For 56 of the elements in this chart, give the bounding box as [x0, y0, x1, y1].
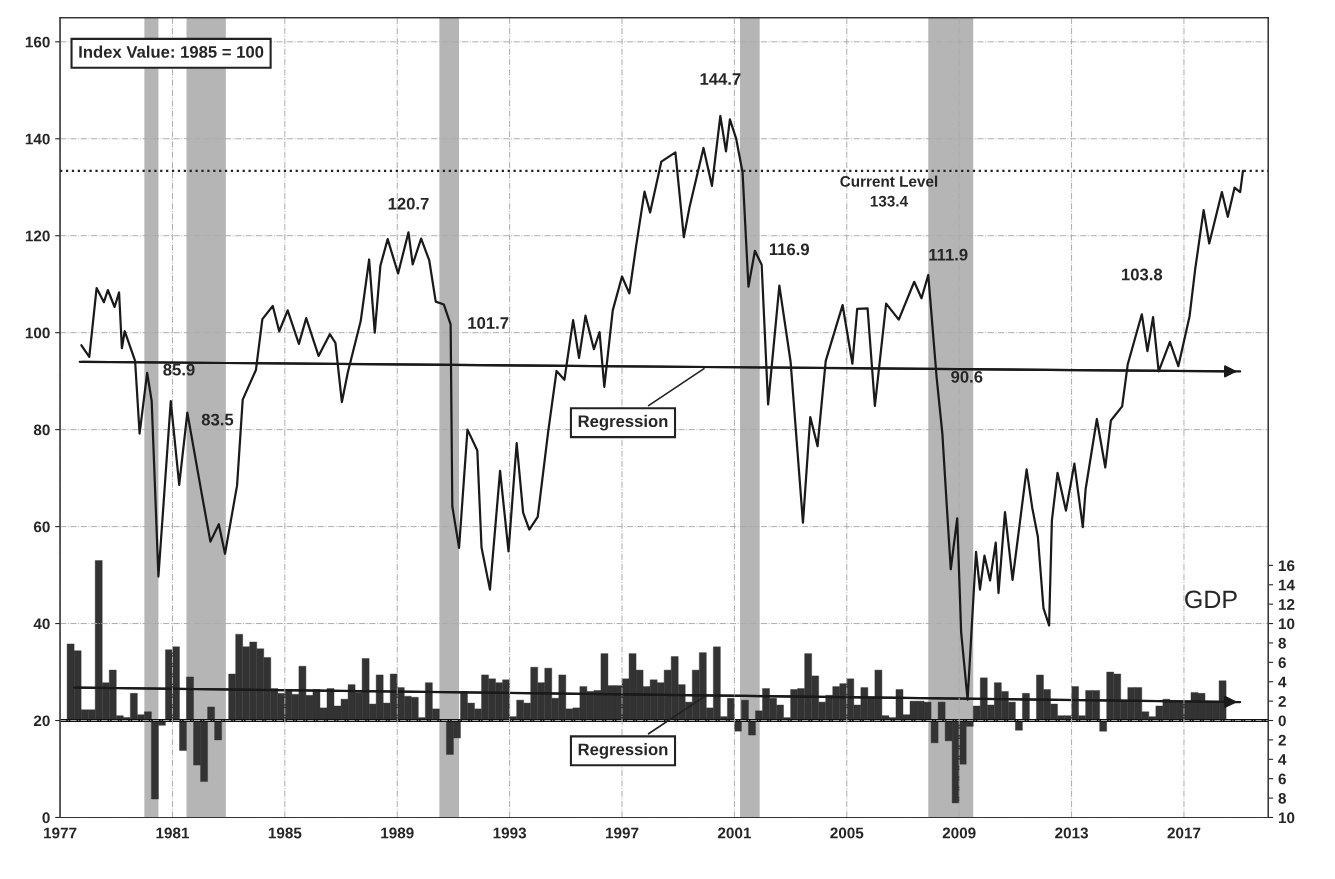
x-tick-label: 1993 [493, 827, 527, 839]
y2-tick-label: 12 [1278, 599, 1295, 610]
y2-tick-label: 6 [1278, 657, 1286, 669]
y2-tick-label: 8 [1278, 792, 1286, 804]
x-tick-label: 2001 [717, 827, 751, 839]
bar [179, 720, 187, 751]
y-tick-label: 160 [25, 36, 50, 48]
y2-tick-label: 8 [1278, 637, 1286, 649]
bar [930, 720, 939, 744]
annotation: 101.7 [468, 317, 509, 329]
y2-tick-label: 4 [1278, 676, 1287, 688]
ref-line-label: Current Level 133.4 [840, 175, 938, 207]
y2-tick-label: 2 [1278, 695, 1286, 707]
x-tick-label: 1997 [605, 827, 639, 839]
y-tick-label: 40 [33, 618, 50, 630]
x-tick-label: 1985 [268, 827, 302, 839]
annotation: GDP [1185, 590, 1237, 609]
y-tick-label: 20 [33, 715, 50, 727]
annotation: 103.8 [1122, 268, 1163, 281]
y-tick-label: 140 [25, 133, 50, 145]
x-tick-label: 2013 [1055, 827, 1089, 839]
annotation: 83.5 [201, 413, 234, 426]
y2-tick-label: 0 [1278, 715, 1286, 727]
bar [741, 699, 749, 721]
annotation: Regression [578, 414, 668, 431]
annotation: 90.6 [951, 370, 983, 383]
annotation: 116.9 [769, 243, 809, 256]
y-tick-label: 80 [33, 424, 50, 436]
bar [748, 720, 756, 736]
y2-tick-label: 10 [1278, 812, 1295, 824]
y2-tick-label: 10 [1278, 618, 1295, 630]
annotation: Regression [578, 743, 668, 759]
annotation: 120.7 [388, 197, 429, 210]
annotation: Index Value: 1985 = 100 [79, 45, 264, 58]
x-tick-label: 2005 [830, 827, 864, 839]
bar [214, 720, 222, 741]
annotation: 85.9 [163, 363, 195, 376]
y2-tick-label: 16 [1278, 560, 1295, 572]
x-tick-label: 1989 [381, 827, 414, 839]
y-tick-label: 120 [25, 230, 50, 242]
x-tick-label: 1981 [156, 827, 190, 839]
bar [186, 676, 194, 721]
x-tick-label: 1977 [44, 827, 77, 839]
annotation: 111.9 [929, 248, 968, 261]
y-tick-label: 0 [42, 812, 50, 824]
annotation: 144.7 [700, 73, 741, 85]
y2-tick-label: 6 [1278, 773, 1286, 785]
y2-tick-label: 14 [1278, 579, 1295, 591]
y2-tick-label: 2 [1278, 734, 1286, 746]
bar [937, 701, 946, 721]
y-tick-label: 100 [25, 327, 50, 339]
x-tick-label: 2009 [942, 827, 976, 839]
bar [207, 706, 215, 721]
x-tick-label: 2017 [1167, 827, 1201, 839]
y2-tick-label: 4 [1278, 754, 1287, 765]
y-tick-label: 60 [33, 521, 50, 533]
